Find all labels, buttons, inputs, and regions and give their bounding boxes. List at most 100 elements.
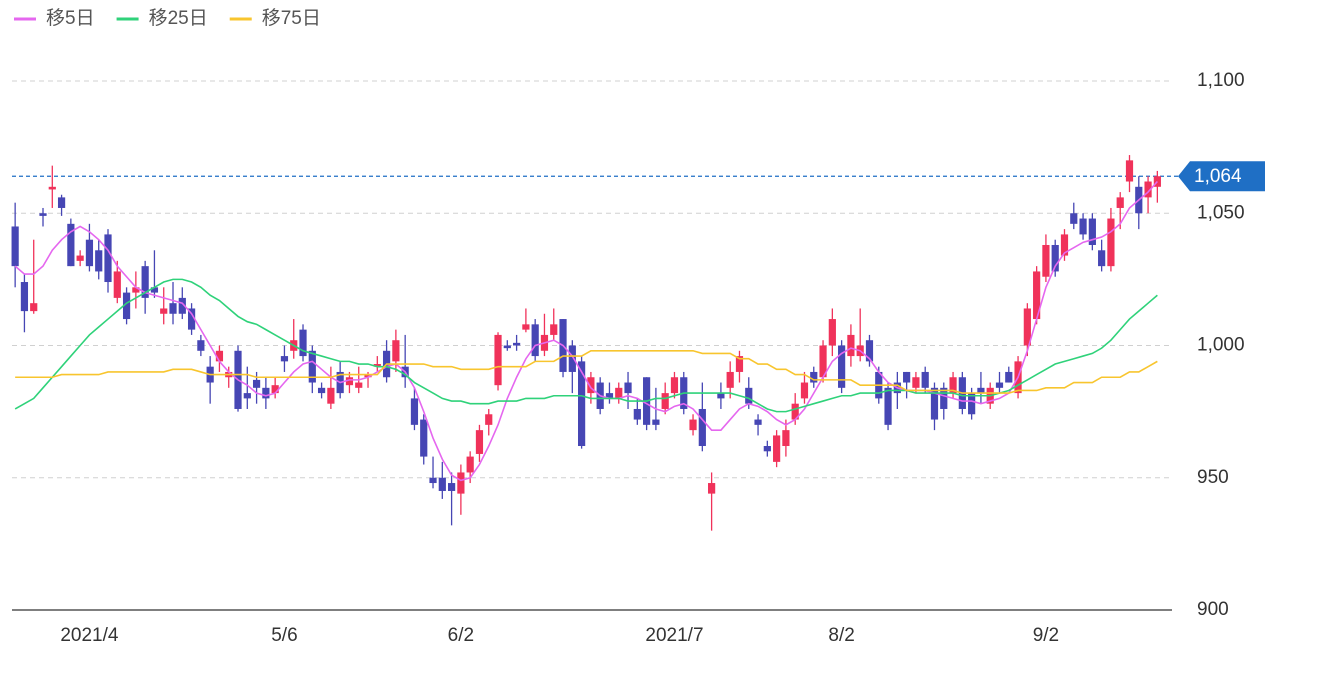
candle-body [187,308,196,330]
candle-body [735,356,744,372]
candle-body [661,393,669,409]
candle-body [884,387,892,425]
candle-body [1033,271,1041,320]
candle-body [828,319,836,346]
candle-body [708,483,716,494]
candle-body [1051,244,1059,272]
x-tick-label: 2021/7 [645,625,703,646]
candle-body [447,483,456,491]
candle-body [763,446,771,452]
candle-body [995,382,1004,388]
candle-body [420,419,428,457]
y-tick-label: 1,050 [1197,202,1245,223]
candle-body [11,226,19,267]
candle-body [810,371,818,383]
candle-body [67,223,75,267]
candle-body [903,371,911,383]
candle-body [1042,244,1050,277]
x-tick-label: 6/2 [448,625,474,646]
candle-body [30,303,38,312]
candle-body [262,387,270,399]
candle-body [1060,234,1069,256]
legend-label: 移25日 [149,7,208,29]
candle-body [373,364,381,367]
legend-label: 移5日 [46,7,95,29]
legend-label: 移75日 [262,7,321,29]
candle-body [1088,218,1096,245]
candle-body [791,403,799,420]
candle-body [1098,250,1106,267]
candle-body [252,379,261,388]
candle-body [169,303,177,314]
candle-body [921,371,929,388]
ma-line [14,180,1158,482]
candle-body [85,239,94,267]
candle-body [1107,218,1115,267]
candle-body [847,334,855,357]
candle-body [122,292,131,320]
candle-body [522,324,530,330]
candle-body [48,186,56,190]
ma-line [15,349,1158,394]
candle-body [345,377,354,386]
candle-body [457,472,465,494]
x-tick-label: 5/6 [271,625,297,646]
candle-body [215,350,224,362]
last-price-box [1178,161,1265,192]
candle-body [132,287,140,293]
candle-body [1079,218,1087,235]
candle-body [652,419,660,425]
candle-body [150,287,159,293]
candle-body [624,382,632,394]
candle-body [800,382,809,399]
candle-body [485,414,493,425]
candle-body [587,377,595,394]
candle-body [299,329,307,357]
ma-line [14,278,1158,413]
y-tick-label: 900 [1197,599,1229,620]
candle-body [355,382,363,388]
candle-body [819,345,827,378]
candle-body [410,398,419,425]
candle-body [57,197,66,208]
candle-body [197,340,205,351]
candle-body [160,308,168,314]
candle-body [494,334,502,386]
candle-body [95,250,103,272]
candle-body [76,255,84,261]
candle-body [670,377,679,394]
candle-body [773,435,781,462]
candle-body [1144,181,1152,198]
candle-body [1070,213,1078,224]
candle-body [327,387,335,404]
candle-body [280,356,289,362]
candle-body [271,385,279,394]
candle-body [466,456,474,473]
candle-body [141,266,149,298]
candle-body [550,324,558,335]
candle-body [605,393,614,399]
candle-body [968,393,976,415]
candle-body [782,430,790,447]
candle-body [745,387,753,404]
candle-body [317,387,326,394]
candle-body [429,477,437,484]
candle-body [977,387,985,394]
candle-body [754,419,762,425]
last-price-label: 1,064 [1194,166,1242,187]
candle-body [578,361,586,447]
candle-body [475,430,484,454]
candle-body [838,345,846,388]
candle-body [865,340,874,362]
candle-body [912,377,920,388]
candle-body [1023,308,1031,346]
candle-body [392,340,400,362]
y-tick-label: 950 [1197,467,1229,488]
candle-body [308,350,316,383]
candle-body [104,234,112,283]
candle-body [503,345,511,349]
candle-body [717,393,725,399]
candle-body [689,419,697,431]
candle-body [1116,197,1124,208]
